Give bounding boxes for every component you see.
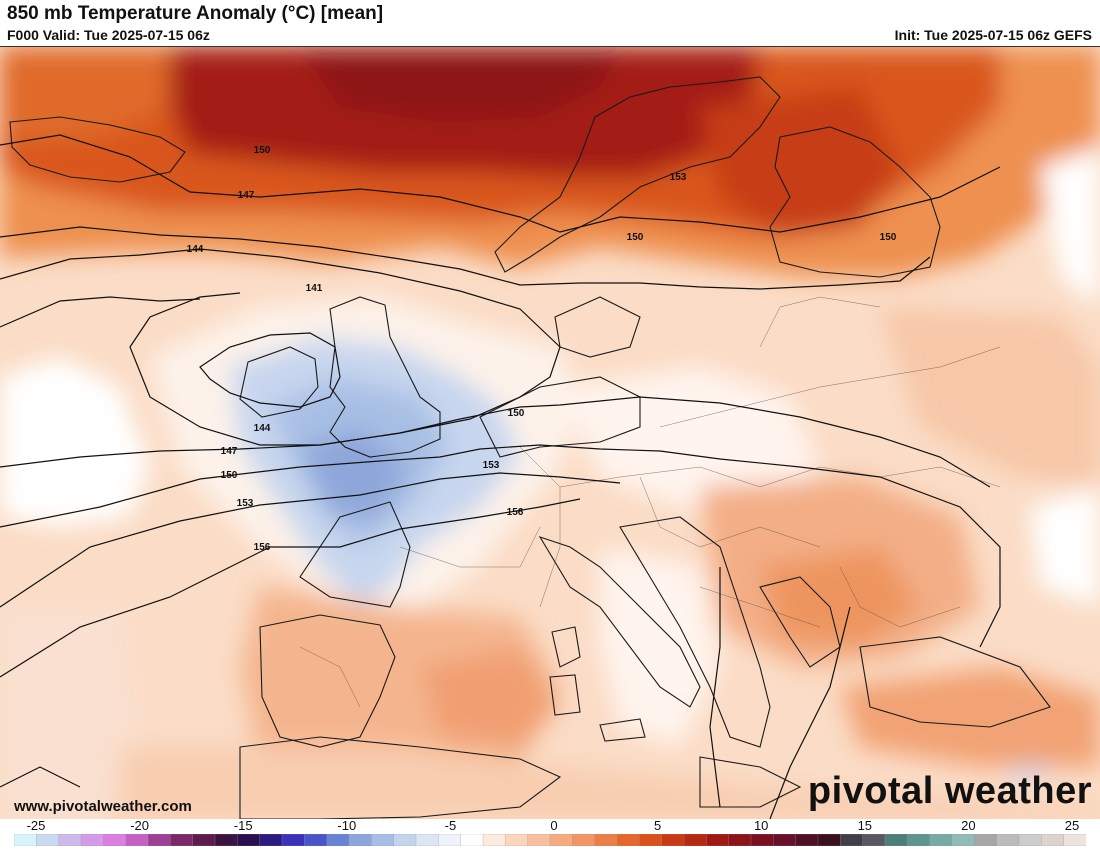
colorbar-swatch: [393, 834, 417, 846]
colorbar-swatch: [348, 834, 372, 846]
colorbar-swatch: [817, 834, 841, 846]
colorbar-swatch: [951, 834, 975, 846]
colorbar-tick-label: -15: [233, 818, 253, 833]
colorbar-swatch: [773, 834, 797, 846]
colorbar-tick-label: -10: [337, 818, 357, 833]
colorbar-tick-label: 25: [1064, 818, 1080, 833]
colorbar-swatch: [281, 834, 305, 846]
anomaly-shading: [0, 47, 1100, 819]
contour-label: 153: [670, 172, 687, 183]
contour-label: 150: [254, 145, 271, 156]
colorbar-swatch: [170, 834, 194, 846]
map-canvas: 150 147 144 141 153 150 150 150 144 147 …: [0, 47, 1100, 819]
contour-label: 147: [238, 190, 255, 201]
contour-label: 150: [627, 232, 644, 243]
colorbar-swatch: [192, 834, 216, 846]
colorbar-ticks: -25 -20 -15 -10 -5 0 5 10 15 20 25: [14, 818, 1086, 834]
contour-label: 156: [254, 542, 271, 553]
coastlines: [9, 76, 1051, 819]
colorbar-swatch: [661, 834, 685, 846]
colorbar-tick-label: 5: [653, 818, 662, 833]
colorbar-swatch: [840, 834, 864, 846]
contour-label: 153: [483, 460, 500, 471]
colorbar-swatch: [594, 834, 618, 846]
colorbar-swatch: [214, 834, 238, 846]
contour-label: 150: [880, 232, 897, 243]
contour-label: 141: [306, 283, 323, 294]
colorbar-swatch: [728, 834, 752, 846]
colorbar-swatch: [460, 834, 484, 846]
colorbar-swatch: [80, 834, 104, 846]
contour-labels: 150 147 144 141 153 150 150 150 144 147 …: [187, 145, 897, 553]
contour-label: 150: [221, 470, 238, 481]
colorbar-swatch: [505, 834, 529, 846]
colorbar-swatch: [58, 834, 82, 846]
brand-logo: pivotal weather: [807, 770, 1092, 812]
weather-map: 150 147 144 141 153 150 150 150 144 147 …: [0, 46, 1100, 819]
colorbar-swatch: [14, 834, 37, 846]
colorbar-tick-label: 0: [550, 818, 558, 833]
valid-time: F000 Valid: Tue 2025-07-15 06z: [7, 27, 210, 43]
colorbar-swatch: [683, 834, 707, 846]
colorbar-swatch: [259, 834, 283, 846]
contour-label: 153: [237, 498, 254, 509]
contour-label: 144: [254, 423, 271, 434]
colorbar-swatch: [795, 834, 819, 846]
colorbar-swatch: [706, 834, 730, 846]
colorbar-swatch: [125, 834, 149, 846]
colorbar-swatch: [415, 834, 439, 846]
colorbar-swatch: [929, 834, 953, 846]
colorbar-swatch: [616, 834, 640, 846]
colorbar-swatch: [326, 834, 350, 846]
colorbar-tick-label: 10: [753, 818, 769, 833]
init-time: Init: Tue 2025-07-15 06z GEFS: [894, 27, 1092, 43]
colorbar-swatches: [14, 834, 1086, 846]
height-contours: [0, 134, 1001, 819]
colorbar-swatch: [36, 834, 60, 846]
colorbar-swatch: [1018, 834, 1042, 846]
colorbar-tick-label: -5: [444, 818, 457, 833]
colorbar-swatch: [103, 834, 127, 846]
borders: [299, 296, 1001, 708]
colorbar-tick-label: -25: [26, 818, 46, 833]
contour-label: 144: [187, 244, 204, 255]
colorbar-tick-label: 15: [857, 818, 873, 833]
chart-title: 850 mb Temperature Anomaly (°C) [mean]: [7, 3, 384, 24]
colorbar-swatch: [527, 834, 551, 846]
website-label: www.pivotalweather.com: [14, 798, 192, 815]
colorbar-tick-label: -20: [130, 818, 149, 833]
colorbar-swatch: [147, 834, 171, 846]
contour-label: 150: [508, 408, 525, 419]
colorbar-swatch: [572, 834, 596, 846]
colorbar-swatch: [237, 834, 261, 846]
colorbar-swatch: [549, 834, 573, 846]
colorbar-swatch: [1063, 834, 1086, 846]
colorbar-swatch: [974, 834, 998, 846]
colorbar-swatch: [907, 834, 931, 846]
contour-label: 147: [221, 446, 238, 457]
colorbar-tick-label: 20: [961, 818, 976, 833]
colorbar-swatch: [639, 834, 663, 846]
colorbar-swatch: [304, 834, 328, 846]
colorbar: [14, 834, 1086, 846]
colorbar-swatch: [371, 834, 395, 846]
contour-label: 156: [507, 507, 524, 518]
colorbar-swatch: [884, 834, 908, 846]
chart-header: 850 mb Temperature Anomaly (°C) [mean] F…: [0, 0, 1100, 46]
colorbar-swatch: [862, 834, 886, 846]
colorbar-swatch: [1041, 834, 1065, 846]
colorbar-swatch: [996, 834, 1020, 846]
colorbar-swatch: [482, 834, 506, 846]
colorbar-swatch: [438, 834, 462, 846]
colorbar-swatch: [750, 834, 774, 846]
